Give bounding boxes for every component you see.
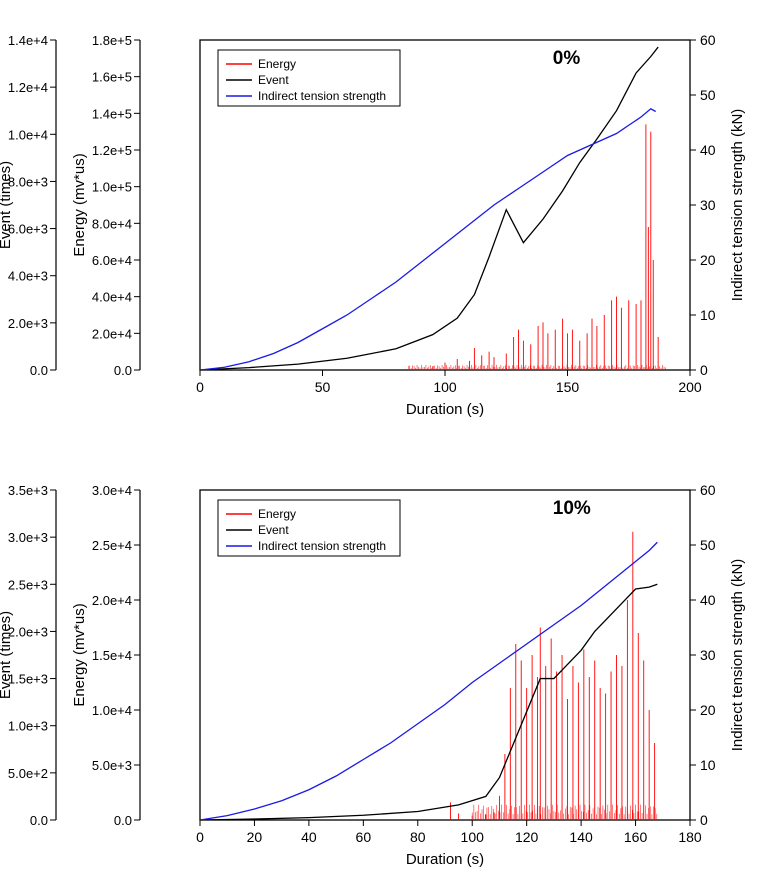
right-tick-label: 60	[700, 32, 716, 48]
right-tick-label: 40	[700, 142, 716, 158]
event-tick-label: 1.0e+3	[8, 719, 48, 734]
right-tick-label: 50	[700, 537, 716, 553]
x-tick-label: 0	[196, 379, 204, 395]
energy-tick-label: 3.0e+4	[92, 483, 132, 498]
event-tick-label: 1.0e+4	[8, 127, 48, 142]
x-tick-label: 0	[196, 829, 204, 845]
legend-label: Event	[258, 523, 289, 537]
energy-tick-label: 6.0e+4	[92, 253, 132, 268]
legend-label: Event	[258, 73, 289, 87]
right-tick-label: 60	[700, 482, 716, 498]
its-curve	[200, 109, 656, 370]
event-tick-label: 2.0e+3	[8, 316, 48, 331]
event-tick-label: 3.5e+3	[8, 483, 48, 498]
x-tick-label: 80	[410, 829, 426, 845]
energy-tick-label: 5.0e+3	[92, 758, 132, 773]
legend-label: Energy	[258, 57, 296, 71]
energy-tick-label: 1.0e+4	[92, 703, 132, 718]
right-axis-label: Indirect tension strength (kN)	[729, 109, 746, 302]
panel-annotation: 10%	[553, 498, 591, 519]
energy-tick-label: 2.5e+4	[92, 538, 132, 553]
right-tick-label: 0	[700, 362, 708, 378]
energy-tick-label: 4.0e+4	[92, 290, 132, 305]
x-tick-label: 60	[356, 829, 372, 845]
x-tick-label: 120	[515, 829, 539, 845]
right-tick-label: 20	[700, 252, 716, 268]
energy-tick-label: 0.0	[114, 813, 132, 828]
x-tick-label: 20	[247, 829, 263, 845]
energy-tick-label: 2.0e+4	[92, 593, 132, 608]
x-tick-label: 100	[461, 829, 485, 845]
event-axis-label: Event (times)	[0, 611, 14, 699]
energy-tick-label: 1.2e+5	[92, 143, 132, 158]
energy-axis-label: Energy (mv*us)	[71, 153, 88, 256]
its-curve	[200, 542, 657, 820]
x-axis-label: Duration (s)	[406, 851, 484, 868]
legend-label: Indirect tension strength	[258, 539, 386, 553]
event-tick-label: 1.4e+4	[8, 33, 48, 48]
right-tick-label: 30	[700, 197, 716, 213]
right-tick-label: 40	[700, 592, 716, 608]
event-tick-label: 2.5e+3	[8, 577, 48, 592]
right-tick-label: 0	[700, 812, 708, 828]
x-tick-label: 140	[569, 829, 593, 845]
energy-tick-label: 2.0e+4	[92, 326, 132, 341]
event-tick-label: 0.0	[30, 363, 48, 378]
event-tick-label: 1.2e+4	[8, 80, 48, 95]
event-tick-label: 0.0	[30, 813, 48, 828]
energy-tick-label: 1.0e+5	[92, 180, 132, 195]
right-tick-label: 20	[700, 702, 716, 718]
energy-tick-label: 1.4e+5	[92, 106, 132, 121]
figure: 050100150200Duration (s)0102030405060Ind…	[0, 0, 760, 892]
energy-tick-label: 1.5e+4	[92, 648, 132, 663]
legend-label: Indirect tension strength	[258, 89, 386, 103]
energy-axis-label: Energy (mv*us)	[71, 603, 88, 706]
event-axis-label: Event (times)	[0, 161, 14, 249]
energy-tick-label: 8.0e+4	[92, 216, 132, 231]
x-tick-label: 50	[315, 379, 331, 395]
x-tick-label: 180	[678, 829, 702, 845]
event-curve	[200, 584, 657, 820]
x-tick-label: 160	[624, 829, 648, 845]
energy-tick-label: 0.0	[114, 363, 132, 378]
right-tick-label: 30	[700, 647, 716, 663]
energy-tick-label: 1.6e+5	[92, 70, 132, 85]
x-tick-label: 100	[433, 379, 457, 395]
x-tick-label: 200	[678, 379, 702, 395]
event-tick-label: 4.0e+3	[8, 269, 48, 284]
x-tick-label: 150	[556, 379, 580, 395]
panel-annotation: 0%	[553, 48, 581, 69]
event-tick-label: 5.0e+2	[8, 766, 48, 781]
right-tick-label: 10	[700, 757, 716, 773]
right-tick-label: 50	[700, 87, 716, 103]
x-tick-label: 40	[301, 829, 317, 845]
event-tick-label: 3.0e+3	[8, 530, 48, 545]
legend-label: Energy	[258, 507, 296, 521]
right-axis-label: Indirect tension strength (kN)	[729, 559, 746, 752]
right-tick-label: 10	[700, 307, 716, 323]
energy-tick-label: 1.8e+5	[92, 33, 132, 48]
x-axis-label: Duration (s)	[406, 401, 484, 418]
